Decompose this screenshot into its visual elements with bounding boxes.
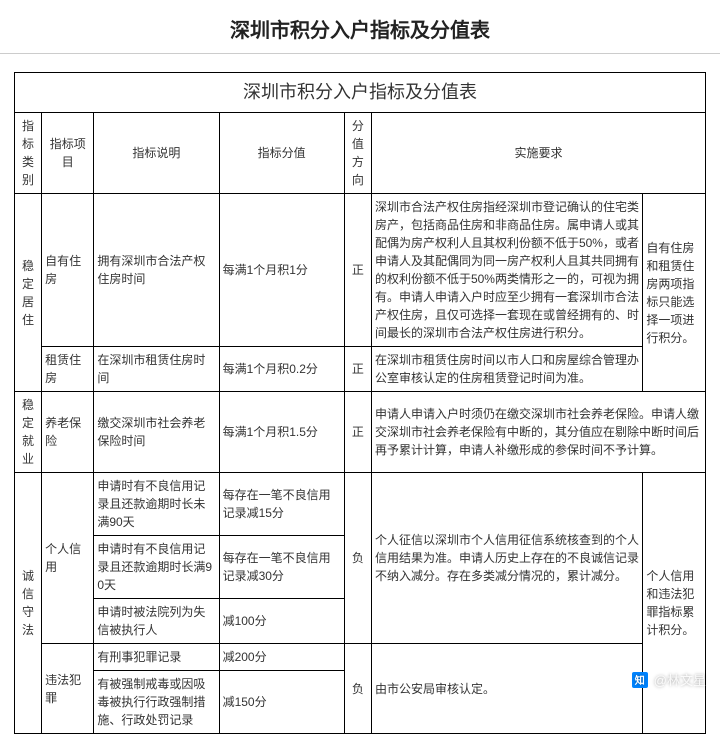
table-row: 稳定就业 养老保险 缴交深圳市社会养老保险时间 每满1个月积1.5分 正 申请人… — [15, 392, 706, 473]
proj-own-house: 自有住房 — [42, 194, 94, 347]
table-title: 深圳市积分入户指标及分值表 — [15, 73, 706, 113]
col-project: 指标项目 — [42, 113, 94, 194]
req: 在深圳市租赁住房时间以市人口和房屋综合管理办公室审核认定的住房租赁登记时间为准。 — [371, 347, 642, 392]
dir: 正 — [344, 347, 371, 392]
score: 减200分 — [219, 644, 344, 671]
score: 每满1个月积1分 — [219, 194, 344, 347]
table-container: 深圳市积分入户指标及分值表 指标类别 指标项目 指标说明 指标分值 分值方向 实… — [0, 54, 720, 752]
req: 申请人申请入户时须仍在缴交深圳市社会养老保险。申请人缴交深圳市社会养老保险有中断… — [371, 392, 705, 473]
desc: 申请时被法院列为失信被执行人 — [94, 599, 219, 644]
points-table: 深圳市积分入户指标及分值表 指标类别 指标项目 指标说明 指标分值 分值方向 实… — [14, 72, 706, 734]
proj-credit: 个人信用 — [42, 473, 94, 644]
table-title-row: 深圳市积分入户指标及分值表 — [15, 73, 706, 113]
residence-note: 自有住房和租赁住房两项指标只能选择一项进行积分。 — [643, 194, 706, 392]
req: 由市公安局审核认定。 — [371, 644, 642, 734]
req: 个人征信以深圳市个人信用征信系统核查到的个人信用结果为准。申请人历史上存在的不良… — [371, 473, 642, 644]
table-row: 租赁住房 在深圳市租赁住房时间 每满1个月积0.2分 正 在深圳市租赁住房时间以… — [15, 347, 706, 392]
proj-crime: 违法犯罪 — [42, 644, 94, 734]
table-row: 诚信守法 个人信用 申请时有不良信用记录且还款逾期时长未满90天 每存在一笔不良… — [15, 473, 706, 536]
desc: 拥有深圳市合法产权住房时间 — [94, 194, 219, 347]
col-score: 指标分值 — [219, 113, 344, 194]
page-title: 深圳市积分入户指标及分值表 — [0, 0, 720, 54]
score: 减150分 — [219, 671, 344, 734]
watermark: 知 @林文星 — [632, 670, 706, 689]
dir: 正 — [344, 392, 371, 473]
desc: 有被强制戒毒或因吸毒被执行行政强制措施、行政处罚记录 — [94, 671, 219, 734]
dir: 负 — [344, 473, 371, 644]
col-req: 实施要求 — [371, 113, 705, 194]
req: 深圳市合法产权住房指经深圳市登记确认的住宅类房产，包括商品住房和非商品住房。属申… — [371, 194, 642, 347]
desc: 缴交深圳市社会养老保险时间 — [94, 392, 219, 473]
col-dir: 分值方向 — [344, 113, 371, 194]
cat-residence: 稳定居住 — [15, 194, 42, 392]
header-row: 指标类别 指标项目 指标说明 指标分值 分值方向 实施要求 — [15, 113, 706, 194]
zhihu-icon: 知 — [632, 672, 648, 688]
cat-employment: 稳定就业 — [15, 392, 42, 473]
desc: 申请时有不良信用记录且还款逾期时长满90天 — [94, 536, 219, 599]
proj-rent-house: 租赁住房 — [42, 347, 94, 392]
table-row: 稳定居住 自有住房 拥有深圳市合法产权住房时间 每满1个月积1分 正 深圳市合法… — [15, 194, 706, 347]
score: 减100分 — [219, 599, 344, 644]
dir: 负 — [344, 644, 371, 734]
score: 每满1个月积1.5分 — [219, 392, 344, 473]
desc: 有刑事犯罪记录 — [94, 644, 219, 671]
desc: 申请时有不良信用记录且还款逾期时长未满90天 — [94, 473, 219, 536]
col-desc: 指标说明 — [94, 113, 219, 194]
watermark-author: @林文星 — [654, 670, 706, 689]
cat-integrity: 诚信守法 — [15, 473, 42, 734]
table-row: 违法犯罪 有刑事犯罪记录 减200分 负 由市公安局审核认定。 — [15, 644, 706, 671]
integrity-note: 个人信用和违法犯罪指标累计积分。 — [643, 473, 706, 734]
desc: 在深圳市租赁住房时间 — [94, 347, 219, 392]
col-category: 指标类别 — [15, 113, 42, 194]
score: 每存在一笔不良信用记录减30分 — [219, 536, 344, 599]
score: 每存在一笔不良信用记录减15分 — [219, 473, 344, 536]
score: 每满1个月积0.2分 — [219, 347, 344, 392]
proj-pension: 养老保险 — [42, 392, 94, 473]
dir: 正 — [344, 194, 371, 347]
